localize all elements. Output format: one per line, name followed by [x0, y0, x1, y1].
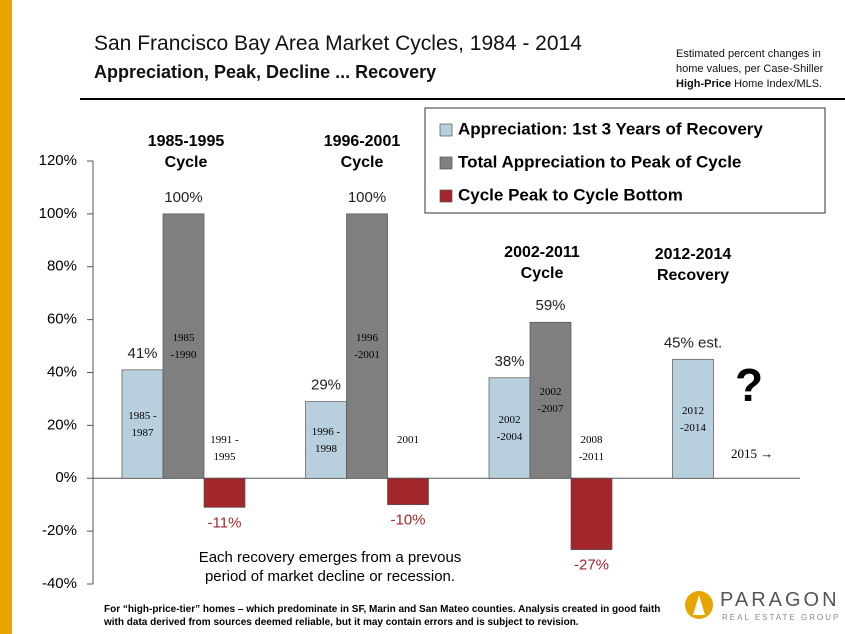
y-tick-label: 80% — [47, 258, 77, 275]
bar-label: 1991 - 1995 — [210, 434, 239, 464]
bar — [672, 358, 714, 479]
bar-label: 2001 — [397, 434, 419, 447]
y-tick-label: 120% — [39, 152, 77, 169]
value-label: 100% — [164, 189, 202, 206]
value-label: -10% — [390, 512, 425, 529]
y-tick-label: 20% — [47, 416, 77, 433]
subtitle: Appreciation, Peak, Decline ... Recovery — [94, 62, 437, 82]
legend-label: Total Appreciation to Peak of Cycle — [458, 152, 741, 171]
y-tick-label: 100% — [39, 205, 77, 222]
legend-label: Cycle Peak to Cycle Bottom — [458, 185, 683, 204]
bar — [121, 369, 164, 479]
legend-box — [424, 107, 826, 214]
y-tick-label: 60% — [47, 311, 77, 328]
bar — [162, 213, 205, 479]
bar — [203, 477, 246, 508]
legend-label: Appreciation: 1st 3 Years of Recovery — [458, 119, 763, 138]
title: San Francisco Bay Area Market Cycles, 19… — [94, 32, 582, 55]
y-tick-label: 40% — [47, 363, 77, 380]
value-label: 59% — [535, 297, 565, 314]
bar — [387, 477, 429, 506]
legend-swatch — [439, 156, 453, 170]
bar-label: 2012 -2014 — [680, 404, 706, 434]
bar-label: 1985 -1990 — [170, 332, 197, 362]
value-label: 100% — [348, 189, 386, 206]
y-tick-label: -40% — [42, 575, 77, 592]
note-bold: High-Price — [676, 78, 732, 90]
logo-icon — [685, 591, 713, 619]
bar-label: 1996 - 1998 — [311, 425, 341, 455]
legend-swatch — [439, 189, 453, 203]
note-text: Estimated percent changes in home values… — [676, 48, 824, 75]
value-label: 29% — [311, 377, 341, 394]
logo-tagline: REAL ESTATE GROUP — [722, 613, 841, 622]
legend-swatch — [439, 123, 453, 137]
bar — [570, 477, 613, 550]
question-mark: ? — [735, 359, 764, 411]
bar-label: 1985 - 1987 — [128, 410, 157, 440]
bar — [305, 401, 347, 479]
category-label: 2012-2014 Recovery — [654, 246, 732, 284]
bar — [346, 213, 388, 479]
value-label: 41% — [127, 345, 157, 362]
y-tick-label: 0% — [55, 469, 77, 486]
next-year: 2015 → — [731, 446, 774, 461]
annotation: Each recovery emerges from a prevous per… — [198, 549, 462, 585]
bar — [529, 321, 572, 479]
value-label: 38% — [494, 353, 524, 370]
note: Estimated percent changes in home values… — [676, 47, 841, 92]
bar-label: 1996 -2001 — [354, 332, 380, 362]
category-label: 2002-2011 Cycle — [504, 244, 580, 282]
logo-name: PARAGON — [720, 589, 840, 611]
bar-label: 2002 -2007 — [537, 386, 564, 416]
footnote: For “high-price-tier” homes – which pred… — [104, 604, 661, 628]
category-label: 1985-1995 Cycle — [147, 133, 225, 171]
value-label: 45% est. — [664, 334, 722, 351]
bar-label: 2008 -2011 — [578, 434, 605, 464]
note-text: Home Index/MLS. — [734, 78, 823, 90]
category-label: 1996-2001 Cycle — [323, 133, 401, 171]
y-tick-label: -20% — [42, 522, 77, 539]
value-label: -27% — [574, 557, 609, 574]
bar-label: 2002 -2004 — [496, 414, 523, 444]
side-stripe — [0, 0, 12, 634]
value-label: -11% — [208, 514, 242, 531]
